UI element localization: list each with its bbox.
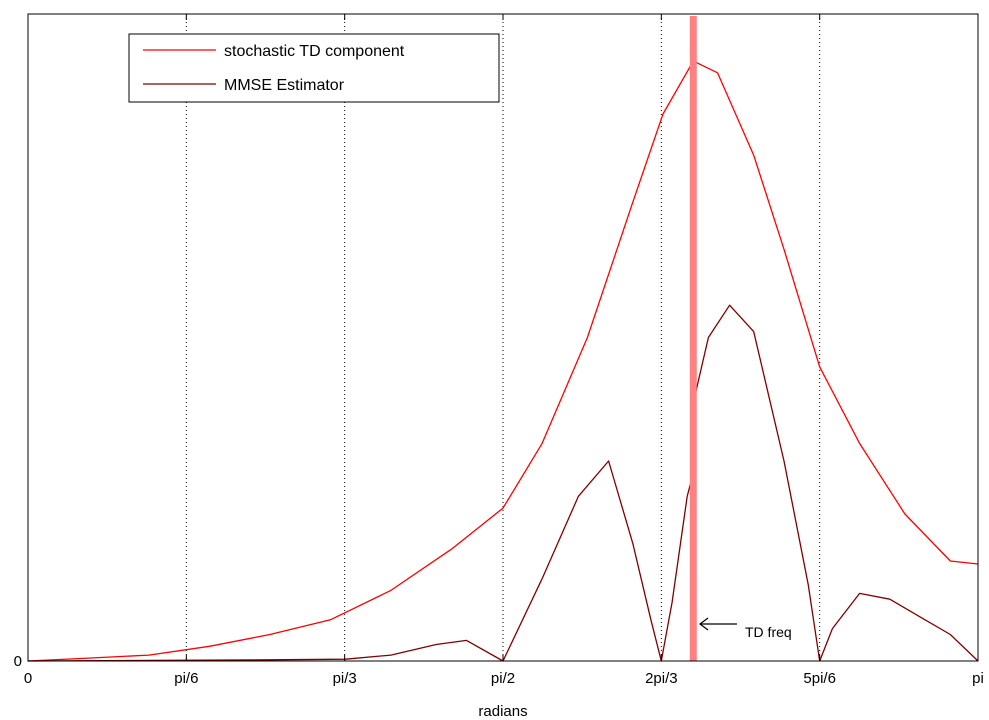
x-tick-label-2pi/3: 2pi/3 <box>645 670 678 687</box>
legend-label-stochastic: stochastic TD component <box>224 43 405 60</box>
x-tick-label-5pi/6: 5pi/6 <box>803 670 836 687</box>
y-tick-label-0: 0 <box>14 653 22 670</box>
legend: stochastic TD component MMSE Estimator <box>128 33 500 103</box>
y-tick-labels: 0 <box>14 653 22 670</box>
series-layer <box>27 60 979 662</box>
x-tick-label-pi/6: pi/6 <box>174 670 198 687</box>
annotation-label: TD freq <box>745 624 792 640</box>
x-tick-label-pi/2: pi/2 <box>491 670 515 687</box>
annotation-arrowhead-icon <box>699 617 709 631</box>
td-freq-annotation: TD freq <box>699 617 792 640</box>
x-tick-label-pi/3: pi/3 <box>333 670 357 687</box>
series-line-stochastic-td-component <box>27 60 979 662</box>
x-tick-labels: 0 pi/6 pi/3 pi/2 2pi/3 5pi/6 pi <box>24 670 984 687</box>
x-tick-label-0: 0 <box>24 670 32 687</box>
legend-box <box>128 33 500 103</box>
series-line-mmse-estimator <box>27 304 979 662</box>
x-tick-marks <box>27 14 979 661</box>
x-axis-title: radians <box>478 703 527 720</box>
x-tick-label-pi: pi <box>972 670 984 687</box>
legend-label-mmse: MMSE Estimator <box>224 77 345 94</box>
plot-area <box>28 14 978 661</box>
